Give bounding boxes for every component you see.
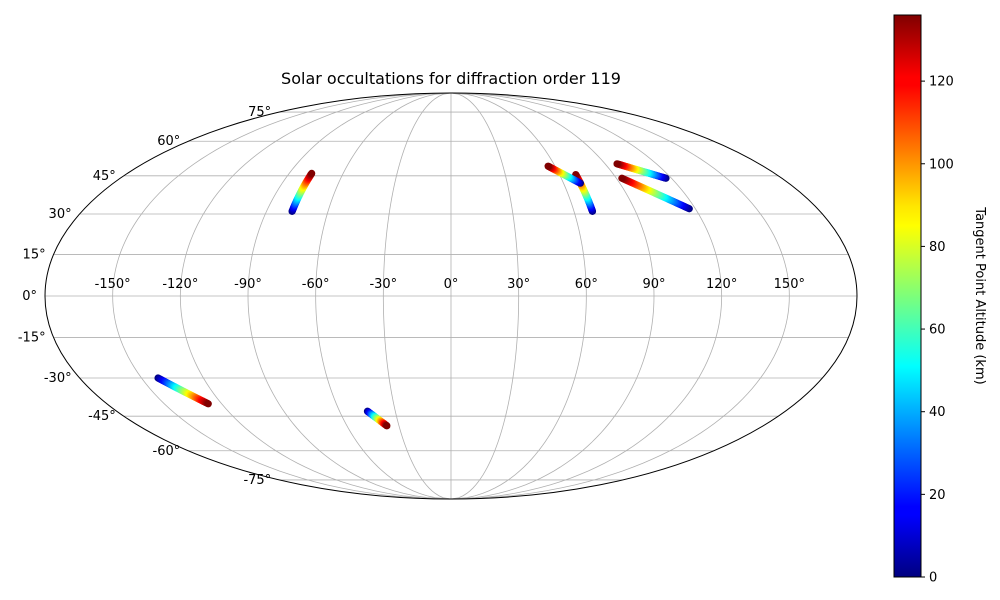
- occultation-track: [154, 374, 212, 408]
- longitude-tick-labels: -150° -120° -90° -60° -30° 0° 30° 60° 90° 120° 150…: [95, 277, 805, 292]
- longitude-gridline: [179, 93, 452, 499]
- latitude-tick-label: -45°: [88, 409, 116, 424]
- occultation-track: [288, 169, 316, 215]
- colorbar-tick-label: 100: [929, 157, 954, 172]
- colorbar-tick-label: 60: [929, 323, 946, 338]
- longitude-tick-label: -60°: [302, 277, 330, 292]
- chart-title: Solar occultations for diffraction order…: [281, 69, 621, 88]
- colorbar-label: Tangent Point Altitude (km): [972, 206, 987, 384]
- colorbar-tick-label: 120: [929, 75, 954, 90]
- colorbar-ticks: 0 20 40 60 80 100 120: [921, 75, 954, 586]
- latitude-tick-label: -75°: [243, 473, 271, 488]
- track-point: [383, 422, 391, 430]
- latitude-tick-label: 75°: [248, 105, 271, 120]
- longitude-tick-label: -120°: [162, 277, 198, 292]
- colorbar-tick-label: 0: [929, 571, 937, 586]
- longitude-gridline: [450, 93, 723, 499]
- map-boundary: [44, 92, 858, 500]
- track-point: [308, 169, 316, 177]
- occultation-track: [618, 174, 693, 213]
- longitude-tick-label: 120°: [706, 277, 737, 292]
- longitude-tick-label: 150°: [774, 277, 805, 292]
- latitude-tick-label: -60°: [153, 444, 181, 459]
- colorbar-tick-label: 20: [929, 488, 946, 503]
- occultation-track: [363, 407, 391, 430]
- longitude-gridline: [315, 93, 452, 499]
- longitude-gridline: [382, 93, 452, 499]
- longitude-tick-label: -30°: [369, 277, 397, 292]
- latitude-tick-label: 0°: [22, 289, 37, 304]
- colorbar-tick-label: 40: [929, 405, 946, 420]
- longitude-gridline: [450, 93, 790, 499]
- longitude-tick-label: -90°: [234, 277, 262, 292]
- latitude-tick-label: 60°: [157, 134, 180, 149]
- latitude-tick-label: -30°: [44, 371, 72, 386]
- latitude-tick-label: -15°: [18, 331, 46, 346]
- latitude-tick-labels: 75° 60° 45° 30° 15° 0° -15° -30° -45° -60° -75°: [18, 105, 271, 488]
- latitude-tick-label: 45°: [93, 169, 116, 184]
- longitude-tick-label: 60°: [575, 277, 598, 292]
- track-point: [544, 162, 552, 170]
- longitude-tick-label: 30°: [507, 277, 530, 292]
- map-gridlines: [45, 93, 857, 499]
- longitude-gridline: [450, 93, 587, 499]
- occultation-tracks: [154, 160, 693, 430]
- longitude-tick-label: 0°: [444, 277, 459, 292]
- latitude-tick-label: 30°: [49, 207, 72, 222]
- latitude-tick-label: 15°: [23, 247, 46, 262]
- longitude-tick-label: 90°: [642, 277, 665, 292]
- track-point: [613, 160, 621, 168]
- colorbar: 0 20 40 60 80 100 120 Tangent Point Altitude (…: [893, 14, 987, 586]
- colorbar-gradient: [893, 14, 922, 578]
- longitude-gridline: [450, 93, 655, 499]
- occultation-track: [613, 160, 670, 182]
- track-point: [618, 174, 626, 182]
- longitude-tick-label: -150°: [95, 277, 131, 292]
- longitude-gridline: [247, 93, 452, 499]
- longitude-gridline: [450, 93, 520, 499]
- occultation-track: [544, 162, 585, 187]
- track-point: [204, 400, 212, 408]
- longitude-gridline: [112, 93, 452, 499]
- colorbar-tick-label: 80: [929, 240, 946, 255]
